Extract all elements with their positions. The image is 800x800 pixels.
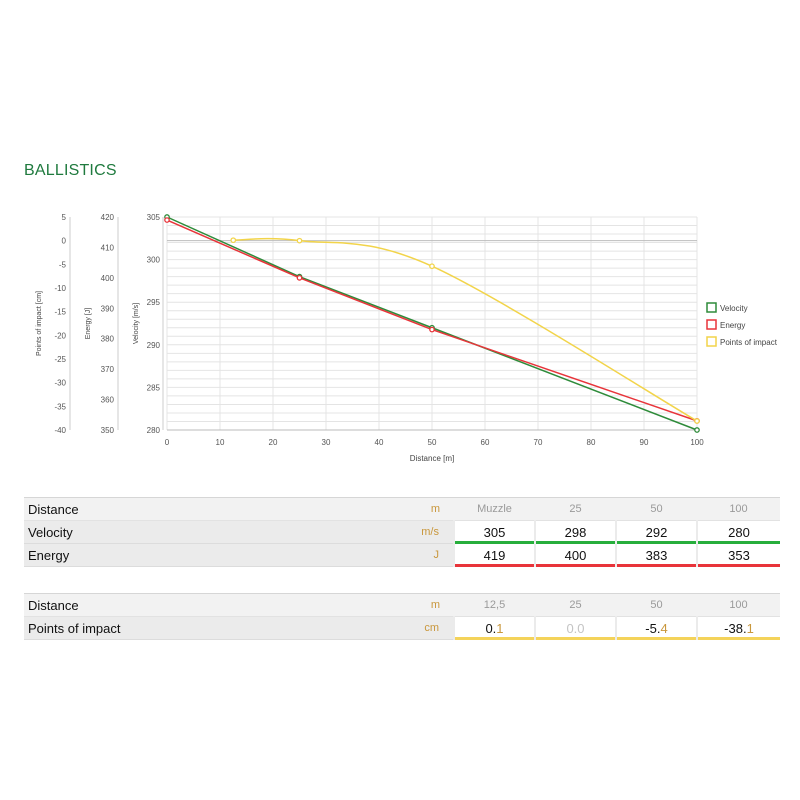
- energy-legend-label: Energy: [720, 321, 745, 330]
- poi-tick-label: 0: [62, 237, 67, 246]
- x-tick-label: 60: [481, 438, 490, 447]
- points-of-impact-legend-swatch: [706, 336, 717, 347]
- distance-col-muzzle: Muzzle: [454, 497, 535, 521]
- x-axis-label: Distance [m]: [410, 454, 454, 463]
- page-title: BALLISTICS: [24, 162, 117, 179]
- energy-tick-label: 370: [101, 365, 115, 374]
- distance-label: Distance: [24, 593, 324, 617]
- energy-row: Energy J 419 400 383 353: [24, 543, 780, 567]
- x-tick-label: 100: [690, 438, 704, 447]
- ballistics-table: Distance m Muzzle 25 50 100 Velocity m/s…: [24, 497, 780, 567]
- poi-tick-label: -40: [54, 426, 66, 435]
- distance-unit: m: [324, 593, 454, 617]
- distance-label: Distance: [24, 497, 324, 521]
- energy-tick-label: 390: [101, 304, 115, 313]
- energy-point: [296, 275, 303, 281]
- energy-tick-label: 420: [101, 213, 115, 222]
- x-tick-label: 40: [375, 438, 384, 447]
- velocity-axis-title: Velocity [m/s]: [133, 303, 140, 344]
- impact-value: -38.1: [696, 616, 780, 640]
- poi-axis-title: Points of impact [cm]: [36, 291, 43, 356]
- energy-value: 400: [534, 543, 616, 567]
- energy-tick-label: 410: [101, 243, 115, 252]
- distance-col-50: 50: [616, 497, 697, 521]
- impact-unit: cm: [324, 616, 454, 640]
- x-tick-label: 20: [269, 438, 278, 447]
- energy-unit: J: [324, 543, 454, 567]
- velocity-series-line: [166, 216, 698, 431]
- energy-value: 419: [453, 543, 535, 567]
- velocity-tick-label: 305: [147, 213, 161, 222]
- impact-table: Distance m 12,5 25 50 100 Points of impa…: [24, 593, 780, 640]
- poi-tick-label: -25: [54, 355, 66, 364]
- energy-tick-label: 400: [101, 274, 115, 283]
- energy-point: [164, 217, 170, 223]
- distance-header-row: Distance m Muzzle 25 50 100: [24, 497, 780, 521]
- poi-tick-label: 5: [62, 213, 67, 222]
- energy-tick-label: 350: [101, 426, 115, 435]
- velocity-legend-label: Velocity: [720, 304, 748, 313]
- x-tick-label: 30: [322, 438, 331, 447]
- velocity-tick-label: 290: [147, 341, 161, 350]
- velocity-tick-label: 300: [147, 256, 161, 265]
- distance-header-row: Distance m 12,5 25 50 100: [24, 593, 780, 617]
- distance-col-25: 25: [535, 593, 616, 617]
- x-tick-label: 70: [534, 438, 543, 447]
- points-of-impact-point: [429, 263, 435, 270]
- x-tick-label: 90: [640, 438, 649, 447]
- impact-row: Points of impact cm 0.1 0.0 -5.4 -38.1: [24, 616, 780, 640]
- velocity-tick-label: 280: [147, 426, 161, 435]
- velocity-point: [694, 427, 700, 433]
- distance-col-12-5: 12,5: [454, 593, 535, 617]
- x-tick-label: 10: [216, 438, 225, 447]
- velocity-legend-swatch: [706, 302, 717, 313]
- impact-value: -5.4: [615, 616, 697, 640]
- energy-point: [429, 326, 435, 333]
- distance-col-25: 25: [535, 497, 616, 521]
- distance-col-100: 100: [697, 593, 780, 617]
- points-of-impact-series-line: [233, 237, 698, 422]
- points-of-impact-point: [230, 237, 237, 244]
- velocity-tick-label: 285: [147, 383, 161, 392]
- energy-legend-swatch: [706, 319, 717, 330]
- energy-label: Energy: [24, 543, 324, 567]
- velocity-tick-label: 295: [147, 298, 161, 307]
- impact-value: 0.1: [453, 616, 535, 640]
- poi-tick-label: -20: [54, 331, 66, 340]
- distance-unit: m: [324, 497, 454, 521]
- energy-tick-label: 360: [101, 396, 115, 405]
- poi-tick-label: -35: [54, 402, 66, 411]
- energy-tick-label: 380: [101, 335, 115, 344]
- velocity-value: 305: [453, 520, 535, 544]
- x-tick-label: 0: [165, 438, 170, 447]
- points-of-impact-point: [694, 418, 700, 424]
- velocity-value: 292: [615, 520, 697, 544]
- points-of-impact-legend-label: Points of impact: [720, 338, 778, 347]
- impact-label: Points of impact: [24, 616, 324, 640]
- poi-tick-label: -15: [54, 308, 66, 317]
- x-tick-label: 80: [587, 438, 596, 447]
- velocity-label: Velocity: [24, 520, 324, 544]
- poi-tick-label: -30: [54, 379, 66, 388]
- points-of-impact-point: [296, 237, 303, 244]
- energy-value: 383: [615, 543, 697, 567]
- poi-tick-label: -10: [54, 284, 66, 293]
- energy-value: 353: [696, 543, 780, 567]
- velocity-row: Velocity m/s 305 298 292 280: [24, 520, 780, 544]
- x-tick-label: 50: [428, 438, 437, 447]
- velocity-value: 280: [696, 520, 780, 544]
- velocity-value: 298: [534, 520, 616, 544]
- energy-axis-title: Energy [J]: [85, 308, 92, 340]
- distance-col-50: 50: [616, 593, 697, 617]
- poi-tick-label: -5: [59, 260, 67, 269]
- energy-series-line: [166, 219, 698, 422]
- distance-col-100: 100: [697, 497, 780, 521]
- velocity-unit: m/s: [324, 520, 454, 544]
- impact-value: 0.0: [534, 616, 616, 640]
